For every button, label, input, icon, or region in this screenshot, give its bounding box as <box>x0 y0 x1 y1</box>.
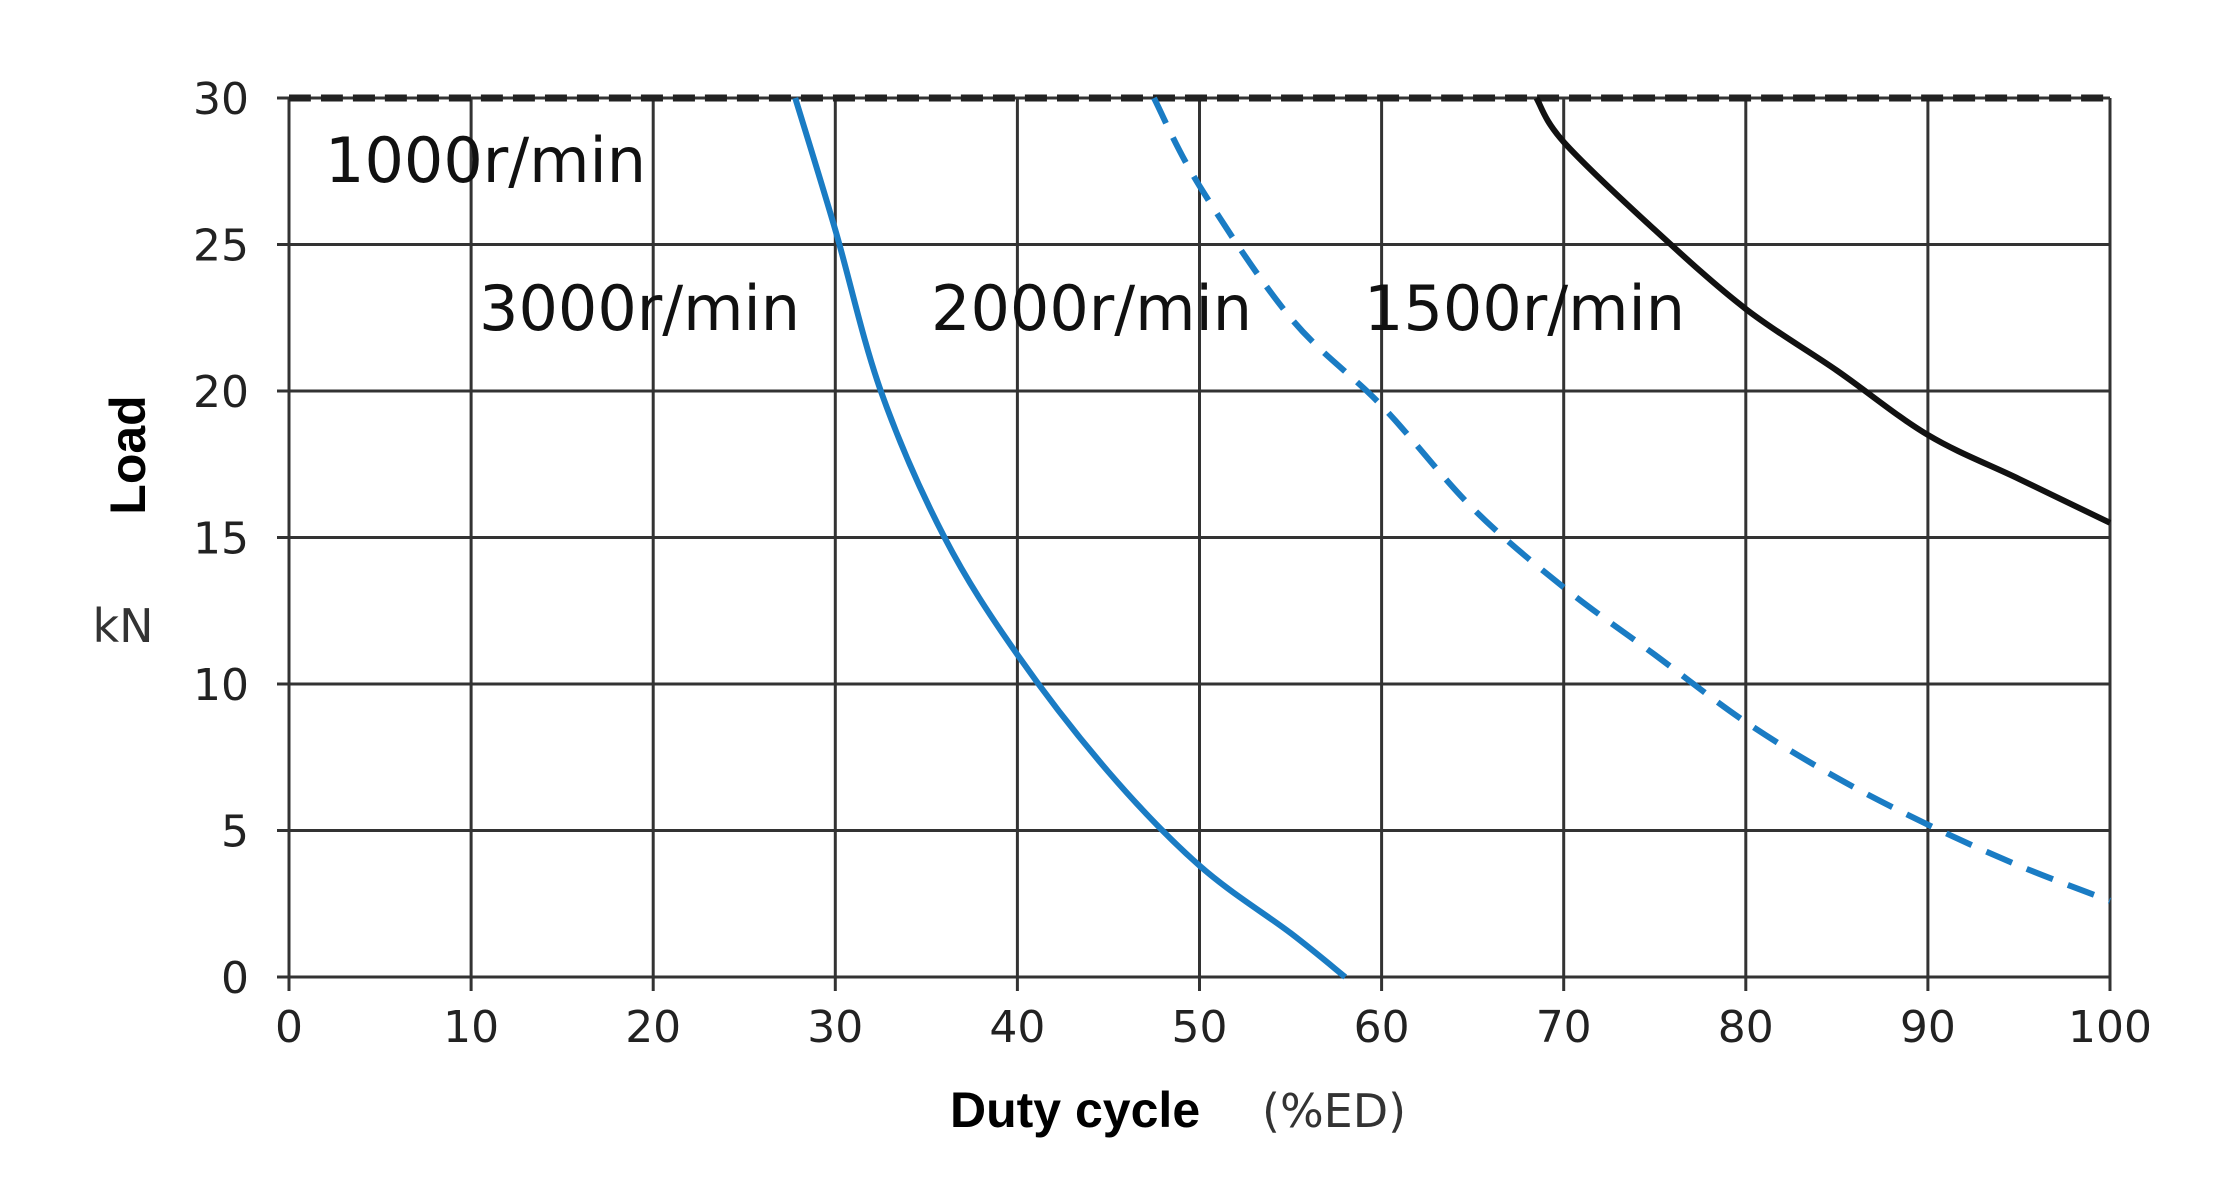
x-tick-label: 60 <box>1354 1002 1410 1053</box>
series-line-3000rmin <box>792 97 1348 980</box>
y-tick-label: 30 <box>193 74 249 125</box>
x-tick-label: 40 <box>989 1002 1045 1053</box>
x-tick-label: 50 <box>1172 1002 1228 1053</box>
series-label-2000: 2000r/min <box>931 272 1252 345</box>
x-tick-label: 100 <box>2068 1002 2152 1053</box>
x-tick-label: 0 <box>275 1002 303 1053</box>
series-label-1500: 1500r/min <box>1364 272 1685 345</box>
y-tick-label: 0 <box>221 953 249 1004</box>
y-tick-label: 15 <box>193 514 249 565</box>
y-tick-label: 10 <box>193 660 249 711</box>
series-line-2000rmin <box>1151 96 2112 904</box>
x-tick-label: 20 <box>625 1002 681 1053</box>
series-label-1000: 1000r/min <box>325 124 646 197</box>
series-line-1500rmin <box>1533 96 2112 526</box>
x-tick-label: 90 <box>1900 1002 1956 1053</box>
series-label-3000: 3000r/min <box>479 272 800 345</box>
y-axis-unit: kN <box>92 599 153 653</box>
x-tick-label: 70 <box>1536 1002 1592 1053</box>
x-tick-label: 10 <box>443 1002 499 1053</box>
x-tick-label: 30 <box>807 1002 863 1053</box>
y-axis-label: Load <box>100 395 156 514</box>
y-tick-label: 20 <box>193 367 249 418</box>
x-tick-label: 80 <box>1718 1002 1774 1053</box>
y-tick-label: 5 <box>221 807 249 858</box>
y-tick-label: 25 <box>193 221 249 272</box>
x-axis-label: Duty cycle <box>950 1082 1200 1138</box>
x-axis-unit: (%ED) <box>1262 1084 1406 1138</box>
